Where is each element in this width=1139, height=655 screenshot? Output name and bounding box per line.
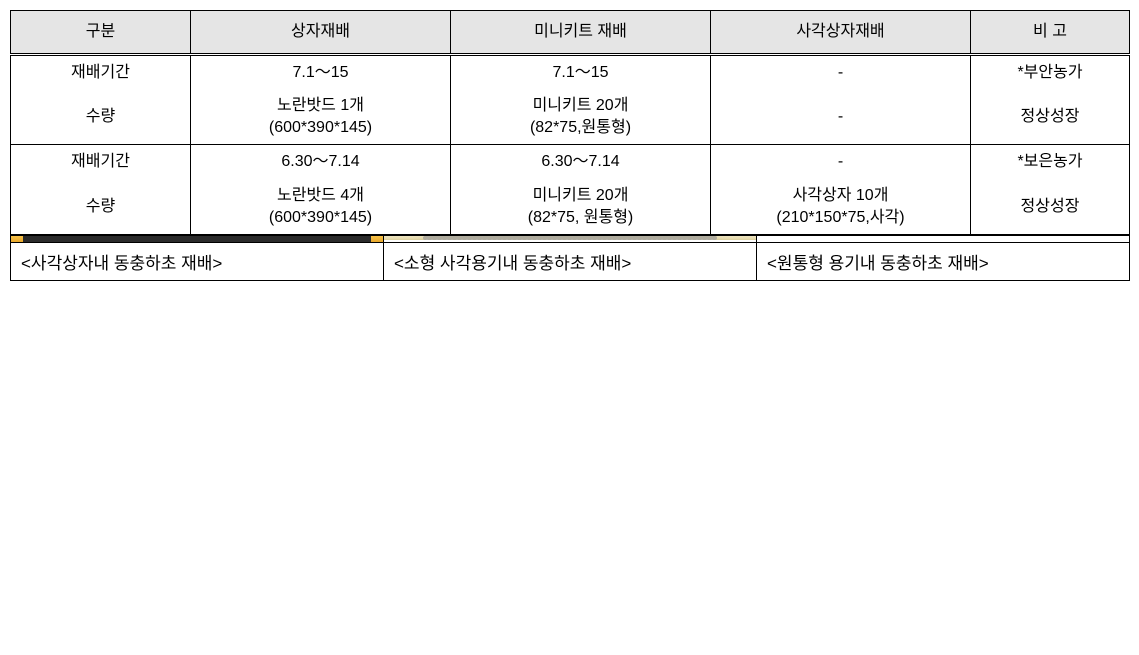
cell: 미니키트 20개(82*75,원통형) (451, 89, 711, 145)
table-header-row: 구분 상자재배 미니키트 재배 사각상자재배 비 고 (11, 11, 1130, 55)
cultivation-table: 구분 상자재배 미니키트 재배 사각상자재배 비 고 재배기간 7.1～15 7… (10, 10, 1130, 235)
cell: 사각상자 10개(210*150*75,사각) (711, 179, 971, 235)
cell: 노란밧드 4개(600*390*145) (191, 179, 451, 235)
col-header-box: 상자재배 (191, 11, 451, 55)
caption-row: <사각상자내 동충하초 재배> <소형 사각용기내 동충하초 재배> <원통형 … (11, 243, 1130, 281)
photo-tray-icon (23, 236, 371, 242)
cell-label: 수량 (11, 89, 191, 145)
col-header-square: 사각상자재배 (711, 11, 971, 55)
cell-label: 재배기간 (11, 145, 191, 179)
cell: 6.30～7.14 (191, 145, 451, 179)
cell: 7.1～15 (191, 54, 451, 89)
cell: 미니키트 20개(82*75, 원통형) (451, 179, 711, 235)
col-header-minikit: 미니키트 재배 (451, 11, 711, 55)
photo-smallbox-icon (423, 236, 717, 240)
cell-label: 재배기간 (11, 54, 191, 89)
photo-cell-1 (11, 236, 384, 243)
cell: - (711, 54, 971, 89)
cell: 6.30～7.14 (451, 145, 711, 179)
table-row: 수량 노란밧드 4개(600*390*145) 미니키트 20개(82*75, … (11, 179, 1130, 235)
cell: - (711, 89, 971, 145)
table-row: 재배기간 7.1～15 7.1～15 - *부안농가 (11, 54, 1130, 89)
cell-note: *부안농가 (971, 54, 1130, 89)
photo-row (11, 236, 1130, 243)
photo-box-cultivation (11, 236, 383, 242)
col-header-note: 비 고 (971, 11, 1130, 55)
caption-1: <사각상자내 동충하초 재배> (11, 243, 384, 281)
photo-cell-2 (384, 236, 757, 243)
cell-note: 정상성장 (971, 89, 1130, 145)
photo-cell-3 (757, 236, 1130, 243)
cell: - (711, 145, 971, 179)
photo-table: <사각상자내 동충하초 재배> <소형 사각용기내 동충하초 재배> <원통형 … (10, 235, 1130, 281)
caption-2: <소형 사각용기내 동충하초 재배> (384, 243, 757, 281)
table-row: 재배기간 6.30～7.14 6.30～7.14 - *보은농가 (11, 145, 1130, 179)
caption-3: <원통형 용기내 동충하초 재배> (757, 243, 1130, 281)
cell-note: 정상성장 (971, 179, 1130, 235)
table-body: 재배기간 7.1～15 7.1～15 - *부안농가 수량 노란밧드 1개(60… (11, 54, 1130, 235)
cell-label: 수량 (11, 179, 191, 235)
cell: 7.1～15 (451, 54, 711, 89)
cell-note: *보은농가 (971, 145, 1130, 179)
cell: 노란밧드 1개(600*390*145) (191, 89, 451, 145)
table-row: 수량 노란밧드 1개(600*390*145) 미니키트 20개(82*75,원… (11, 89, 1130, 145)
photo-small-box-cultivation (384, 236, 756, 240)
col-header-gubun: 구분 (11, 11, 191, 55)
